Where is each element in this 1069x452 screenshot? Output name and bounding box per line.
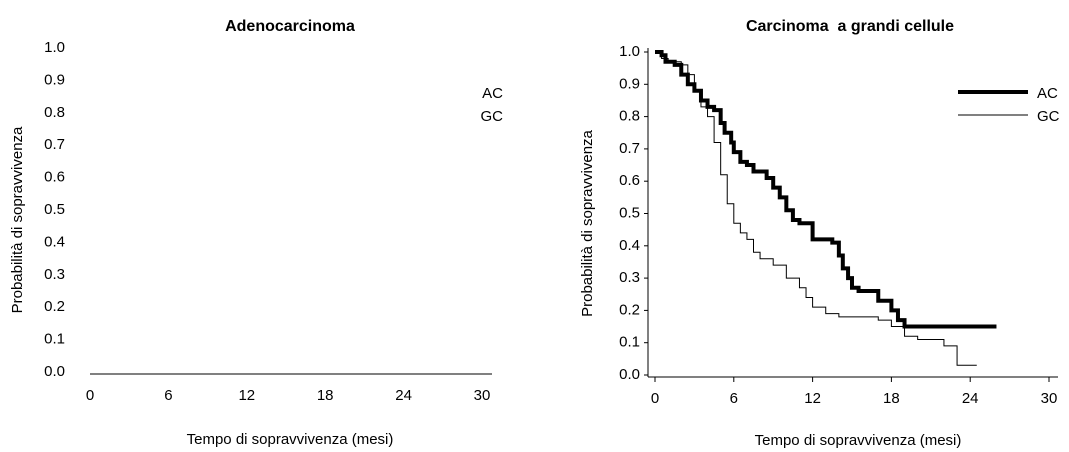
y-tick-label: 0.6 — [44, 169, 65, 186]
x-tick-label: 12 — [238, 387, 255, 404]
legend-label: AC — [482, 85, 503, 102]
y-tick-label: 0.2 — [619, 301, 640, 318]
y-tick-label: 0.6 — [619, 172, 640, 189]
x-tick-label: 30 — [474, 387, 491, 404]
y-tick-label: 0.4 — [619, 237, 640, 254]
y-tick-label: 0.8 — [44, 104, 65, 121]
y-tick-label: 0.3 — [44, 266, 65, 283]
x-tick-label: 30 — [1041, 390, 1058, 407]
y-tick-label: 0.4 — [44, 233, 65, 250]
x-tick-label: 0 — [86, 387, 94, 404]
x-tick-label: 24 — [395, 387, 412, 404]
y-tick-label: 0.2 — [44, 298, 65, 315]
x-tick-label: 6 — [730, 390, 738, 407]
x-axis-label: Tempo di sopravvivenza (mesi) — [187, 431, 394, 448]
survival-curve — [655, 51, 977, 366]
y-tick-label: 1.0 — [44, 39, 65, 56]
chart-title: Carcinoma a grandi cellule — [746, 18, 954, 35]
y-tick-label: 0.9 — [619, 75, 640, 92]
y-tick-label: 0.9 — [44, 71, 65, 88]
legend-label: GC — [481, 108, 504, 125]
x-tick-label: 18 — [883, 390, 900, 407]
x-tick-label: 6 — [164, 387, 172, 404]
x-tick-label: 24 — [962, 390, 979, 407]
y-tick-label: 0.7 — [619, 140, 640, 157]
y-tick-label: 0.0 — [619, 366, 640, 383]
x-tick-label: 0 — [651, 390, 659, 407]
x-tick-label: 18 — [317, 387, 334, 404]
y-tick-label: 0.3 — [619, 269, 640, 286]
y-tick-label: 1.0 — [619, 43, 640, 60]
y-tick-label: 0.8 — [619, 108, 640, 125]
y-tick-label: 0.5 — [619, 204, 640, 221]
y-tick-label: 0.0 — [44, 363, 65, 380]
y-tick-label: 0.5 — [44, 201, 65, 218]
x-axis-label: Tempo di sopravvivenza (mesi) — [755, 432, 962, 449]
legend-label: AC — [1037, 85, 1058, 102]
legend-label: GC — [1037, 108, 1060, 125]
y-axis-label: Probabilità di sopravvivenza — [9, 126, 26, 313]
y-tick-label: 0.1 — [44, 331, 65, 348]
y-tick-label: 0.7 — [44, 136, 65, 153]
x-tick-label: 12 — [804, 390, 821, 407]
chart-title: Adenocarcinoma — [225, 18, 355, 35]
y-axis-label: Probabilità di sopravvivenza — [579, 129, 596, 316]
survival-curve — [655, 50, 997, 329]
y-tick-label: 0.1 — [619, 334, 640, 351]
